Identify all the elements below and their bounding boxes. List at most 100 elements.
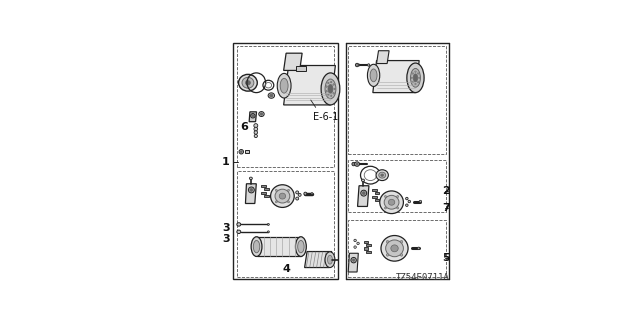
Bar	[264, 188, 269, 190]
Ellipse shape	[246, 81, 250, 85]
Circle shape	[248, 187, 254, 193]
Ellipse shape	[356, 163, 358, 165]
Circle shape	[268, 223, 269, 225]
Ellipse shape	[381, 236, 408, 261]
Circle shape	[412, 82, 413, 83]
Ellipse shape	[380, 191, 403, 213]
Circle shape	[326, 86, 327, 87]
Ellipse shape	[384, 195, 399, 209]
Circle shape	[287, 201, 289, 203]
Ellipse shape	[328, 84, 333, 93]
Bar	[348, 46, 446, 154]
Polygon shape	[284, 53, 302, 70]
Circle shape	[254, 134, 257, 138]
Ellipse shape	[260, 113, 263, 115]
Text: 3: 3	[222, 234, 230, 244]
Text: 7: 7	[442, 204, 450, 213]
Text: E-6-1: E-6-1	[313, 112, 339, 122]
Ellipse shape	[376, 170, 388, 180]
Circle shape	[275, 201, 277, 203]
Circle shape	[296, 191, 299, 194]
Text: 5: 5	[442, 253, 450, 263]
Circle shape	[408, 200, 410, 203]
Circle shape	[417, 73, 419, 74]
Ellipse shape	[386, 240, 403, 257]
Ellipse shape	[237, 223, 241, 226]
Circle shape	[353, 259, 355, 261]
Circle shape	[406, 204, 408, 206]
Ellipse shape	[239, 74, 257, 91]
Polygon shape	[284, 66, 335, 105]
Ellipse shape	[325, 252, 335, 268]
Circle shape	[298, 193, 301, 196]
Ellipse shape	[277, 73, 291, 98]
Ellipse shape	[328, 255, 332, 264]
Ellipse shape	[407, 63, 424, 92]
Circle shape	[354, 239, 356, 242]
Circle shape	[400, 241, 403, 243]
Circle shape	[328, 82, 329, 84]
Circle shape	[333, 92, 334, 94]
Ellipse shape	[279, 193, 285, 199]
Ellipse shape	[251, 237, 262, 256]
Bar	[375, 199, 380, 201]
Circle shape	[415, 83, 416, 85]
Ellipse shape	[379, 172, 386, 178]
Bar	[262, 185, 266, 188]
Ellipse shape	[253, 240, 260, 253]
Circle shape	[268, 231, 269, 233]
Bar	[237, 46, 334, 166]
Circle shape	[397, 196, 399, 197]
Bar	[364, 247, 368, 250]
Bar	[237, 172, 334, 277]
Ellipse shape	[298, 240, 304, 253]
Circle shape	[354, 246, 356, 248]
Circle shape	[251, 114, 255, 118]
Circle shape	[367, 64, 370, 66]
Circle shape	[351, 258, 356, 263]
Circle shape	[333, 84, 334, 85]
Circle shape	[254, 124, 258, 128]
Circle shape	[387, 241, 388, 243]
Text: TZ54E0711A: TZ54E0711A	[396, 273, 449, 282]
Bar	[366, 244, 371, 246]
Circle shape	[334, 88, 335, 90]
Circle shape	[362, 192, 365, 195]
Circle shape	[254, 127, 258, 131]
Ellipse shape	[250, 177, 252, 180]
Circle shape	[415, 71, 416, 72]
Polygon shape	[373, 60, 419, 92]
Bar	[375, 192, 380, 194]
Polygon shape	[257, 237, 301, 256]
Polygon shape	[376, 51, 389, 64]
Circle shape	[250, 188, 253, 191]
Ellipse shape	[280, 78, 288, 93]
Polygon shape	[249, 112, 257, 122]
Bar	[296, 67, 306, 71]
Text: 2: 2	[442, 186, 450, 196]
Circle shape	[385, 207, 387, 209]
Bar	[348, 220, 446, 277]
Circle shape	[287, 189, 289, 191]
Circle shape	[239, 149, 243, 154]
Circle shape	[417, 247, 420, 250]
Ellipse shape	[355, 162, 360, 166]
Circle shape	[417, 82, 419, 83]
Ellipse shape	[367, 64, 380, 86]
Circle shape	[330, 81, 332, 83]
Ellipse shape	[269, 94, 273, 97]
Circle shape	[275, 189, 277, 191]
Bar	[366, 251, 371, 253]
Ellipse shape	[242, 77, 254, 88]
Circle shape	[406, 197, 408, 200]
Bar	[364, 241, 368, 243]
Polygon shape	[348, 253, 358, 272]
Circle shape	[252, 115, 254, 117]
Bar	[264, 195, 269, 197]
Polygon shape	[305, 252, 332, 268]
Circle shape	[330, 95, 332, 96]
Bar	[233, 43, 338, 279]
Ellipse shape	[413, 74, 418, 82]
Ellipse shape	[259, 112, 264, 116]
Circle shape	[358, 64, 360, 66]
